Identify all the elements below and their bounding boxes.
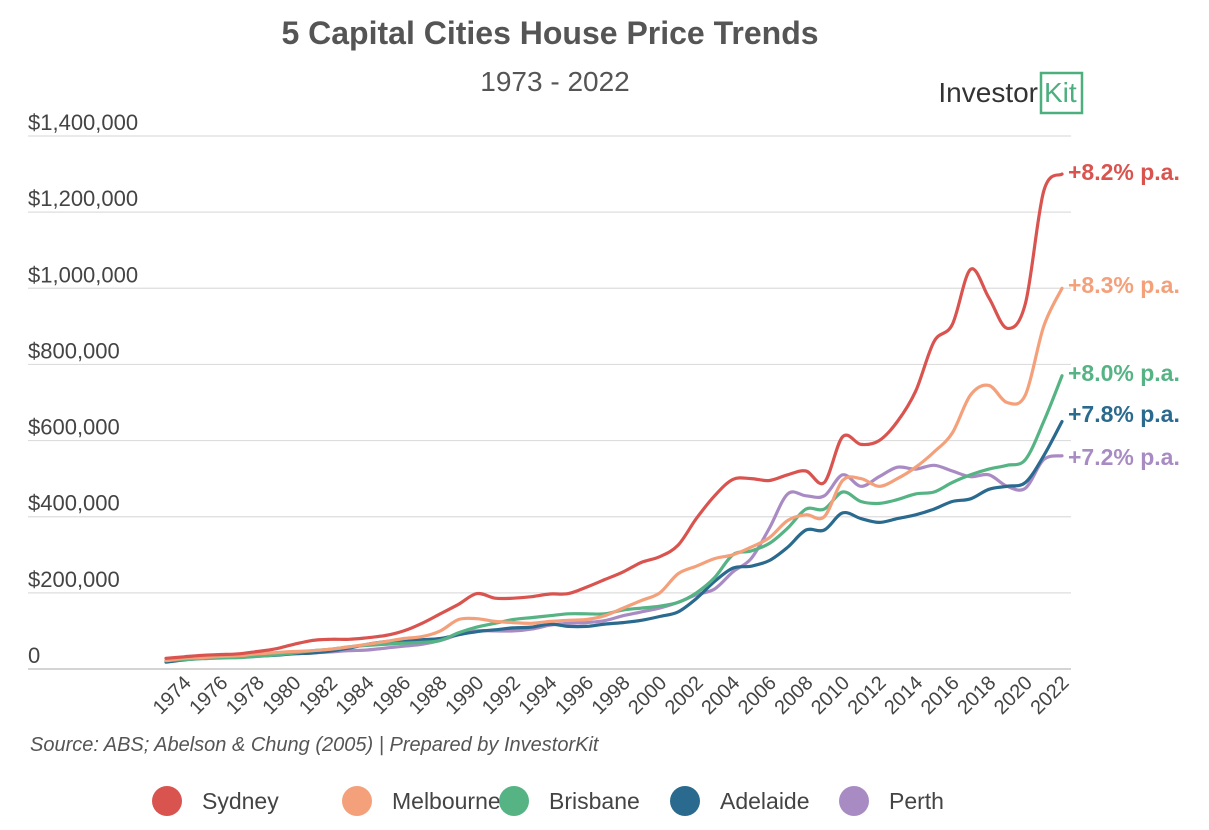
x-tick-label: 2022 bbox=[1027, 672, 1074, 719]
x-tick-label: 1996 bbox=[551, 672, 598, 719]
legend-marker-adelaide bbox=[670, 786, 700, 816]
series-lines bbox=[164, 172, 1064, 664]
x-tick-label: 2014 bbox=[880, 672, 927, 719]
investorkit-logo: Investor Kit bbox=[938, 71, 1084, 115]
x-tick-label: 2016 bbox=[917, 672, 964, 719]
chart-title: 5 Capital Cities House Price Trends bbox=[281, 15, 818, 51]
series-line-adelaide bbox=[164, 419, 1064, 664]
x-tick-label: 1988 bbox=[405, 672, 452, 719]
legend-marker-brisbane bbox=[499, 786, 529, 816]
x-tick-label: 1986 bbox=[368, 672, 415, 719]
legend-marker-melbourne bbox=[342, 786, 372, 816]
y-tick-label: $200,000 bbox=[28, 567, 120, 592]
chart-subtitle: 1973 - 2022 bbox=[480, 66, 629, 97]
legend-label-adelaide: Adelaide bbox=[720, 788, 810, 814]
x-tick-label: 2018 bbox=[953, 672, 1000, 719]
legend-marker-perth bbox=[839, 786, 869, 816]
x-tick-label: 1980 bbox=[259, 672, 306, 719]
y-tick-label: $1,400,000 bbox=[28, 110, 138, 135]
legend: Sydney Melbourne Brisbane Adelaide Perth bbox=[152, 786, 944, 816]
y-tick-label: $400,000 bbox=[28, 491, 120, 516]
growth-label-adelaide: +7.8% p.a. bbox=[1068, 401, 1180, 427]
logo-accent-text: Kit bbox=[1044, 77, 1077, 108]
y-axis: 0 $200,000 $400,000 $600,000 $800,000 $1,000,… bbox=[28, 110, 138, 668]
x-tick-label: 1978 bbox=[222, 672, 269, 719]
series-line-melbourne bbox=[164, 286, 1064, 663]
y-tick-label: $1,000,000 bbox=[28, 262, 138, 287]
x-tick-label: 1974 bbox=[149, 672, 196, 719]
x-tick-label: 2020 bbox=[990, 672, 1037, 719]
x-tick-label: 1998 bbox=[588, 672, 635, 719]
x-tick-label: 1994 bbox=[515, 672, 562, 719]
growth-label-perth: +7.2% p.a. bbox=[1068, 444, 1180, 470]
x-tick-label: 2004 bbox=[697, 672, 744, 719]
y-tick-label: $800,000 bbox=[28, 338, 120, 363]
growth-label-brisbane: +8.0% p.a. bbox=[1068, 360, 1180, 386]
series-line-sydney bbox=[164, 172, 1064, 660]
legend-marker-sydney bbox=[152, 786, 182, 816]
x-tick-label: 2002 bbox=[661, 672, 708, 719]
growth-labels: +8.2% p.a. +8.3% p.a. +8.0% p.a. +7.8% p.a.… bbox=[1068, 159, 1180, 470]
logo-k-box bbox=[1039, 71, 1084, 115]
growth-label-melbourne: +8.3% p.a. bbox=[1068, 272, 1180, 298]
legend-label-melbourne: Melbourne bbox=[392, 788, 501, 814]
y-tick-label: $1,200,000 bbox=[28, 186, 138, 211]
logo-text: Investor bbox=[938, 77, 1038, 108]
x-tick-label: 2012 bbox=[844, 672, 891, 719]
x-tick-label: 2008 bbox=[771, 672, 818, 719]
y-tick-label: $600,000 bbox=[28, 415, 120, 440]
x-tick-label: 1976 bbox=[185, 672, 232, 719]
x-tick-label: 2006 bbox=[734, 672, 781, 719]
growth-label-sydney: +8.2% p.a. bbox=[1068, 159, 1180, 185]
x-tick-label: 2000 bbox=[624, 672, 671, 719]
x-tick-label: 2010 bbox=[807, 672, 854, 719]
x-tick-label: 1982 bbox=[295, 672, 342, 719]
x-tick-label: 1990 bbox=[441, 672, 488, 719]
source-note: Source: ABS; Abelson & Chung (2005) | Pr… bbox=[30, 734, 600, 756]
legend-label-perth: Perth bbox=[889, 788, 944, 814]
x-axis: 1974197619781980198219841986198819901992… bbox=[149, 672, 1074, 719]
x-tick-label: 1984 bbox=[332, 672, 379, 719]
grid bbox=[28, 135, 1071, 670]
series-line-perth bbox=[164, 454, 1064, 663]
y-tick-label: 0 bbox=[28, 643, 40, 668]
x-tick-label: 1992 bbox=[478, 672, 525, 719]
legend-label-brisbane: Brisbane bbox=[549, 788, 640, 814]
legend-label-sydney: Sydney bbox=[202, 788, 279, 814]
